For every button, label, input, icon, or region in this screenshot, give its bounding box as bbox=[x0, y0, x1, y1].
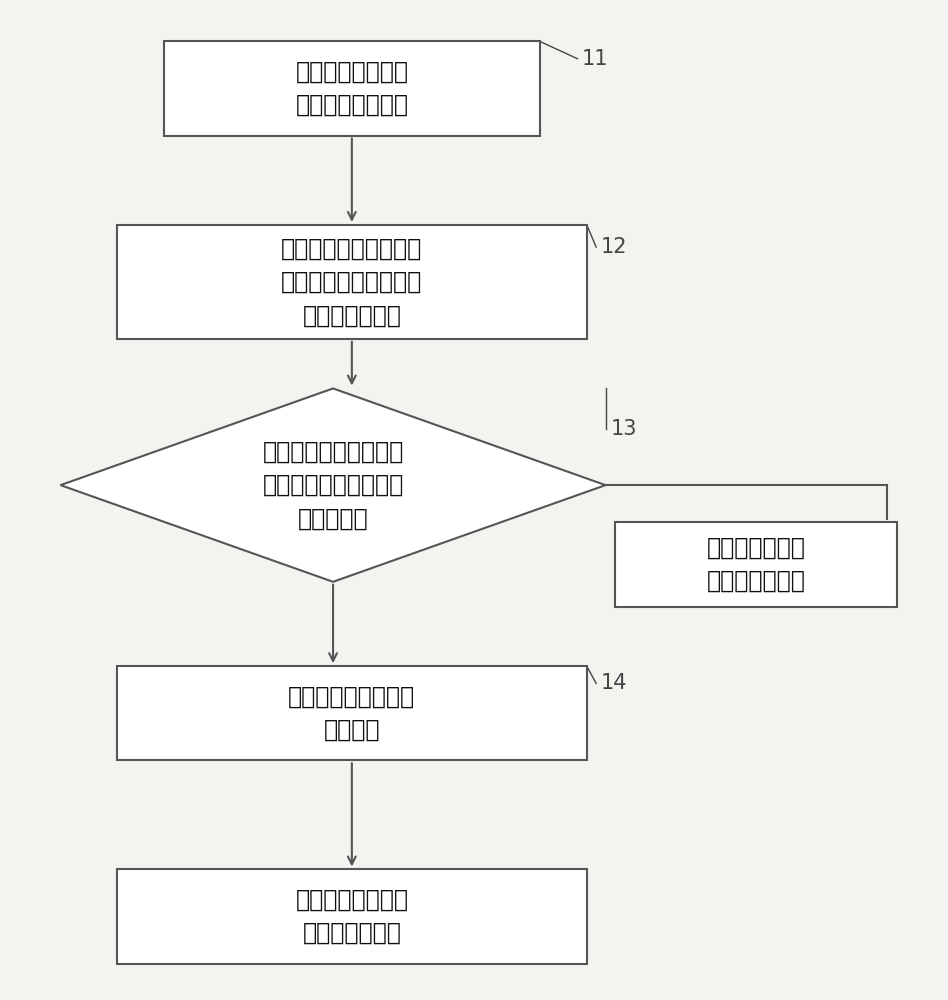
Bar bbox=[117, 869, 587, 964]
Text: 固有变形值转化为固
有应变值: 固有变形值转化为固 有应变值 bbox=[288, 684, 415, 742]
Bar bbox=[164, 41, 539, 136]
Bar bbox=[117, 666, 587, 760]
Text: 调用固有变形数据
库匹配预测结果: 调用固有变形数据 库匹配预测结果 bbox=[296, 888, 409, 945]
Bar bbox=[615, 522, 897, 607]
Text: 13: 13 bbox=[611, 419, 637, 439]
Bar bbox=[117, 225, 587, 339]
Text: 采用热弹塑性有限元模
拟计算典型焊接接头的
模拟固有变形值: 采用热弹塑性有限元模 拟计算典型焊接接头的 模拟固有变形值 bbox=[282, 236, 423, 327]
Text: 11: 11 bbox=[582, 49, 609, 69]
Polygon shape bbox=[61, 388, 606, 582]
Text: 获取典型焊接接头
的试验固有变形值: 获取典型焊接接头 的试验固有变形值 bbox=[296, 60, 409, 117]
Text: 保存当次数值于
固有变形数据库: 保存当次数值于 固有变形数据库 bbox=[706, 536, 806, 593]
Text: 14: 14 bbox=[601, 673, 628, 693]
Text: 12: 12 bbox=[601, 237, 628, 257]
Text: 判断所述模拟固有变形
值和所述试验固有变形
值是否一致: 判断所述模拟固有变形 值和所述试验固有变形 值是否一致 bbox=[263, 440, 404, 531]
